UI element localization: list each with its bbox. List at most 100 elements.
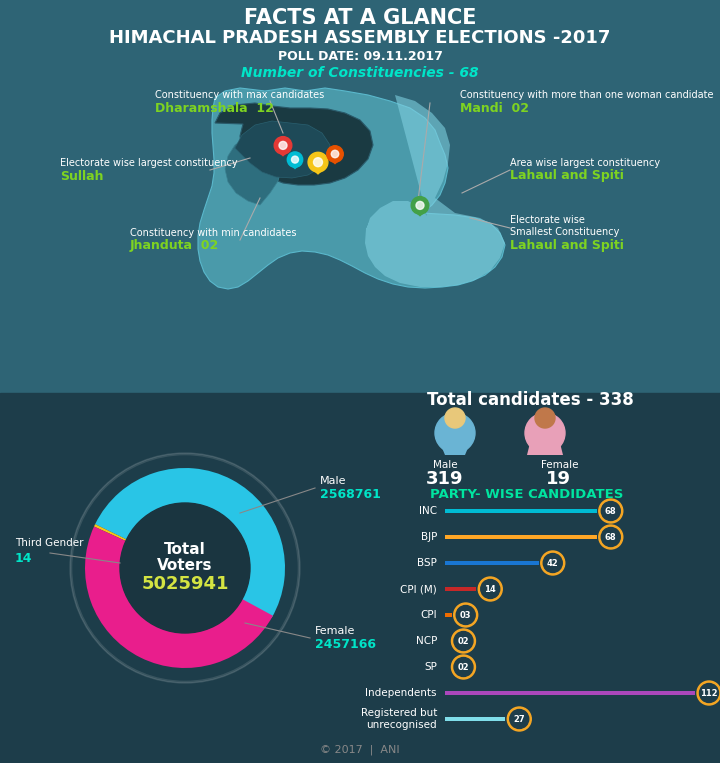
Text: Smallest Constituency: Smallest Constituency	[510, 227, 619, 237]
Circle shape	[599, 499, 623, 523]
Circle shape	[313, 158, 323, 166]
Text: BSP: BSP	[417, 558, 437, 568]
Circle shape	[481, 580, 500, 598]
Text: Electorate wise largest constituency: Electorate wise largest constituency	[60, 158, 238, 168]
Text: PARTY- WISE CANDIDATES: PARTY- WISE CANDIDATES	[431, 488, 624, 501]
Circle shape	[411, 197, 429, 214]
Text: Mandi  02: Mandi 02	[460, 101, 529, 114]
Text: Registered but
unrecognised: Registered but unrecognised	[361, 708, 437, 729]
Polygon shape	[215, 103, 373, 185]
Circle shape	[599, 525, 623, 549]
Polygon shape	[413, 210, 427, 217]
Circle shape	[478, 577, 503, 601]
Text: 02: 02	[458, 662, 469, 671]
Polygon shape	[289, 164, 301, 169]
Polygon shape	[365, 95, 505, 287]
Text: 03: 03	[460, 610, 472, 620]
Text: 42: 42	[547, 559, 559, 568]
Text: Constituency with max candidates: Constituency with max candidates	[155, 90, 324, 100]
Text: © 2017  |  ANI: © 2017 | ANI	[320, 745, 400, 755]
Text: INC: INC	[419, 506, 437, 516]
Circle shape	[70, 453, 300, 683]
Text: Independents: Independents	[366, 688, 437, 698]
Circle shape	[535, 408, 555, 428]
Text: 2568761: 2568761	[320, 488, 381, 501]
Text: Total: Total	[164, 542, 206, 558]
Polygon shape	[310, 168, 326, 175]
Circle shape	[601, 527, 621, 546]
Bar	[0, 0, 720, 393]
Circle shape	[525, 413, 565, 453]
Text: BJP: BJP	[420, 532, 437, 542]
Circle shape	[508, 707, 531, 731]
Circle shape	[274, 137, 292, 154]
Circle shape	[292, 156, 299, 163]
Text: HIMACHAL PRADESH ASSEMBLY ELECTIONS -2017: HIMACHAL PRADESH ASSEMBLY ELECTIONS -201…	[109, 29, 611, 47]
Text: Constituency with min candidates: Constituency with min candidates	[130, 228, 297, 238]
Text: Jhanduta  02: Jhanduta 02	[130, 240, 220, 253]
Bar	[445, 613, 451, 617]
Circle shape	[73, 456, 297, 680]
Bar	[445, 588, 476, 591]
Text: POLL DATE: 09.11.2017: POLL DATE: 09.11.2017	[278, 50, 442, 63]
Circle shape	[416, 201, 424, 209]
Wedge shape	[95, 468, 285, 618]
Polygon shape	[527, 443, 563, 455]
Polygon shape	[225, 137, 282, 205]
Text: Number of Constituencies - 68: Number of Constituencies - 68	[241, 66, 479, 80]
Circle shape	[510, 710, 528, 729]
Polygon shape	[440, 443, 470, 455]
Circle shape	[451, 655, 475, 679]
Circle shape	[435, 413, 475, 453]
Bar	[445, 509, 597, 513]
Text: Female: Female	[315, 626, 356, 636]
Bar	[445, 691, 695, 695]
Bar	[445, 717, 505, 721]
Text: Dharamshala  12: Dharamshala 12	[155, 101, 274, 114]
Text: Male: Male	[320, 476, 346, 486]
Text: 14: 14	[15, 552, 32, 565]
Circle shape	[697, 681, 720, 705]
Text: Total candidates - 338: Total candidates - 338	[427, 391, 634, 409]
Bar	[445, 562, 539, 565]
Bar	[0, 393, 720, 763]
Polygon shape	[198, 88, 505, 289]
Circle shape	[454, 632, 473, 651]
Circle shape	[454, 658, 473, 677]
Wedge shape	[85, 526, 273, 668]
Text: Male: Male	[433, 460, 457, 470]
Text: Lahaul and Spiti: Lahaul and Spiti	[510, 169, 624, 182]
Circle shape	[451, 629, 475, 653]
Polygon shape	[276, 150, 290, 156]
Circle shape	[120, 503, 250, 633]
Text: NCP: NCP	[415, 636, 437, 646]
Text: Electorate wise: Electorate wise	[510, 215, 585, 225]
Text: 319: 319	[426, 470, 464, 488]
Text: 27: 27	[513, 714, 525, 723]
Circle shape	[331, 150, 338, 158]
Circle shape	[327, 146, 343, 163]
Text: Third Gender: Third Gender	[15, 538, 84, 548]
Circle shape	[601, 501, 621, 520]
Bar	[445, 536, 597, 539]
Text: 2457166: 2457166	[315, 639, 376, 652]
Text: 19: 19	[546, 470, 570, 488]
Text: 68: 68	[605, 533, 616, 542]
Text: 5025941: 5025941	[141, 575, 229, 593]
Text: 112: 112	[700, 688, 718, 697]
Circle shape	[445, 408, 465, 428]
Text: CPI: CPI	[420, 610, 437, 620]
Circle shape	[454, 603, 477, 627]
Text: Lahaul and Spiti: Lahaul and Spiti	[510, 239, 624, 252]
Text: FACTS AT A GLANCE: FACTS AT A GLANCE	[244, 8, 476, 28]
Text: Female: Female	[541, 460, 579, 470]
Text: Sullah: Sullah	[60, 169, 104, 182]
Text: 02: 02	[458, 636, 469, 645]
Text: 14: 14	[485, 584, 496, 594]
Wedge shape	[94, 524, 127, 541]
Circle shape	[544, 553, 562, 572]
Circle shape	[279, 141, 287, 150]
Circle shape	[287, 152, 302, 167]
Text: Voters: Voters	[157, 558, 212, 572]
Text: 68: 68	[605, 507, 616, 516]
